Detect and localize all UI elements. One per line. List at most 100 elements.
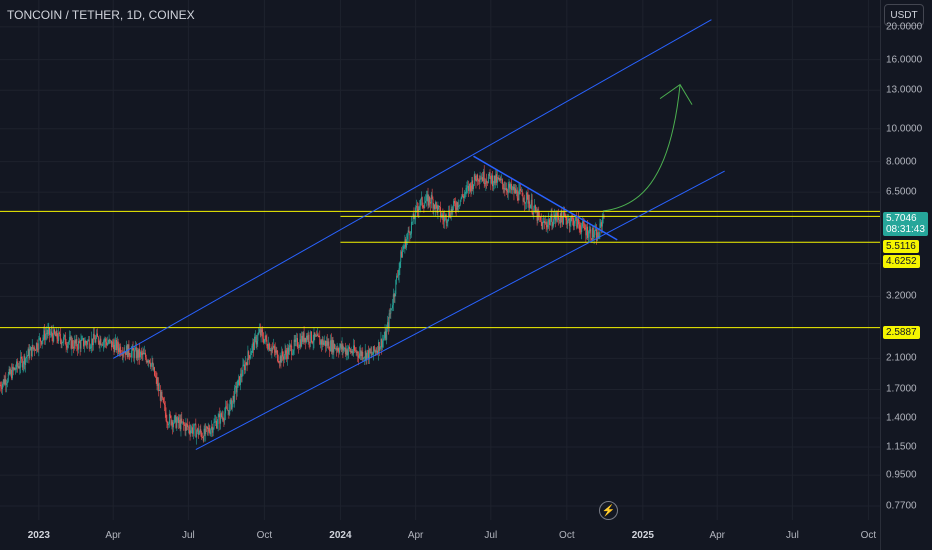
candle bbox=[469, 183, 471, 186]
candle bbox=[308, 334, 310, 343]
candle bbox=[235, 386, 236, 388]
candle bbox=[383, 337, 385, 340]
candle bbox=[103, 341, 105, 343]
candle bbox=[195, 424, 197, 438]
candle bbox=[440, 216, 442, 218]
candle bbox=[530, 199, 532, 206]
candle bbox=[434, 204, 436, 210]
candle bbox=[539, 216, 541, 221]
candle bbox=[479, 178, 481, 182]
candle bbox=[422, 205, 424, 207]
candle bbox=[130, 356, 132, 358]
candle bbox=[428, 196, 430, 206]
candle bbox=[355, 350, 357, 354]
candle bbox=[76, 339, 78, 347]
candle bbox=[68, 337, 70, 343]
candle bbox=[111, 341, 113, 348]
candle bbox=[262, 332, 264, 339]
candle bbox=[540, 220, 542, 223]
candle bbox=[345, 349, 347, 355]
candle bbox=[1, 387, 3, 390]
level-tag-3: 2.5887 bbox=[883, 326, 920, 339]
candle bbox=[271, 347, 273, 352]
candle bbox=[448, 210, 450, 220]
candle bbox=[54, 333, 56, 337]
candle bbox=[2, 383, 3, 390]
candle bbox=[114, 343, 116, 352]
candle bbox=[560, 211, 562, 224]
candle bbox=[309, 342, 311, 343]
candle bbox=[505, 188, 507, 190]
candle bbox=[56, 330, 58, 339]
candle bbox=[338, 350, 340, 353]
candle bbox=[109, 339, 111, 341]
price-tick-label: 16.0000 bbox=[886, 54, 923, 66]
candle bbox=[401, 251, 403, 258]
currency-button[interactable]: USDT bbox=[884, 4, 924, 26]
candle bbox=[252, 342, 254, 346]
candle bbox=[196, 431, 198, 438]
candle bbox=[324, 340, 326, 343]
candle bbox=[406, 239, 407, 248]
candle bbox=[35, 350, 36, 351]
candle bbox=[449, 210, 450, 217]
lightning-icon[interactable]: ⚡ bbox=[599, 501, 618, 520]
candle bbox=[590, 229, 592, 239]
candle bbox=[531, 199, 533, 214]
candle bbox=[578, 224, 580, 226]
candle bbox=[211, 426, 212, 430]
candle bbox=[216, 424, 218, 429]
candle bbox=[53, 329, 55, 342]
price-tick-label: 1.1500 bbox=[886, 441, 917, 453]
candle bbox=[24, 356, 26, 366]
candle bbox=[82, 338, 84, 339]
candle bbox=[84, 341, 86, 345]
candle bbox=[316, 335, 317, 337]
candle bbox=[384, 331, 386, 338]
candle bbox=[314, 332, 316, 337]
candle bbox=[168, 423, 170, 426]
candle bbox=[51, 331, 53, 336]
symbol-title[interactable]: TONCOIN / TETHER, 1D, COINEX bbox=[7, 8, 195, 22]
candle bbox=[325, 340, 327, 347]
candle bbox=[23, 356, 25, 364]
candle bbox=[242, 364, 244, 376]
candle bbox=[511, 188, 513, 191]
candle bbox=[102, 341, 104, 346]
candle bbox=[541, 222, 543, 230]
candle bbox=[594, 229, 596, 236]
candle bbox=[225, 406, 227, 408]
candle bbox=[544, 221, 545, 224]
candle bbox=[231, 400, 233, 409]
candle bbox=[370, 352, 372, 354]
candle bbox=[259, 329, 261, 336]
candle bbox=[118, 348, 120, 352]
candle bbox=[532, 213, 534, 215]
candle bbox=[371, 352, 373, 356]
candle bbox=[172, 421, 174, 428]
candle bbox=[568, 218, 569, 221]
candle bbox=[600, 222, 602, 224]
candle bbox=[437, 206, 439, 213]
candle bbox=[243, 364, 245, 366]
candle bbox=[36, 342, 38, 349]
candle bbox=[26, 355, 28, 357]
candle bbox=[241, 375, 243, 377]
candle bbox=[374, 350, 376, 352]
candle bbox=[216, 420, 217, 429]
candle bbox=[416, 206, 418, 210]
candle bbox=[203, 428, 205, 441]
candle bbox=[96, 333, 98, 338]
candle bbox=[394, 293, 396, 297]
candle bbox=[250, 352, 252, 355]
candles bbox=[0, 165, 605, 445]
candle bbox=[140, 351, 141, 358]
candle bbox=[239, 376, 241, 385]
candle bbox=[251, 345, 253, 353]
candle bbox=[85, 341, 87, 343]
candle bbox=[39, 337, 41, 339]
candle bbox=[503, 188, 505, 190]
candle bbox=[210, 429, 212, 435]
candle bbox=[303, 332, 305, 342]
